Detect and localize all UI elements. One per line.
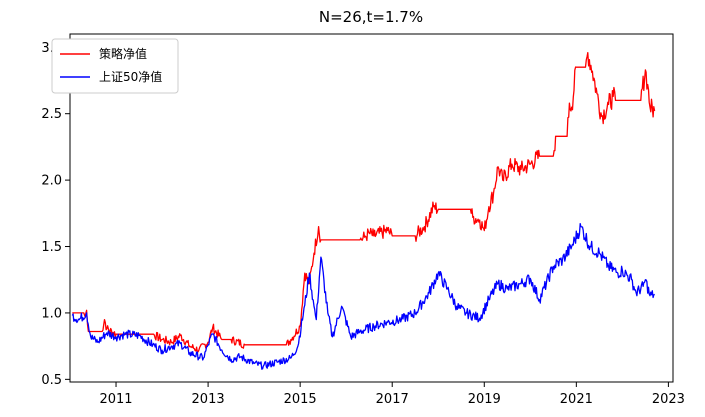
y-tick-label: 1.5 xyxy=(41,240,62,255)
series-line-sse50 xyxy=(71,222,656,370)
legend: 策略净值 上证50净值 xyxy=(51,38,179,94)
y-tick-label: 0.5 xyxy=(41,373,62,388)
x-tick-label: 2015 xyxy=(284,392,317,407)
series-line-strategy xyxy=(72,51,656,354)
y-axis: 0.51.01.52.02.53.0 xyxy=(41,41,70,388)
legend-label-sse50: 上证50净值 xyxy=(99,69,162,84)
legend-label-strategy: 策略净值 xyxy=(99,46,147,61)
series-layer xyxy=(71,51,656,370)
x-tick-label: 2013 xyxy=(192,392,225,407)
x-tick-label: 2021 xyxy=(560,392,593,407)
x-tick-label: 2019 xyxy=(468,392,501,407)
legend-box xyxy=(51,38,179,94)
chart-title: N=26,t=1.7% xyxy=(319,8,423,26)
x-tick-label: 2011 xyxy=(99,392,132,407)
x-axis: 2011 2013 2015 2017 2019 2021 2023 xyxy=(99,382,685,407)
y-tick-label: 2.0 xyxy=(41,174,62,189)
y-tick-label: 2.5 xyxy=(41,107,62,122)
x-tick-label: 2017 xyxy=(376,392,409,407)
y-tick-label: 1.0 xyxy=(41,306,62,321)
x-tick-label: 2023 xyxy=(652,392,685,407)
